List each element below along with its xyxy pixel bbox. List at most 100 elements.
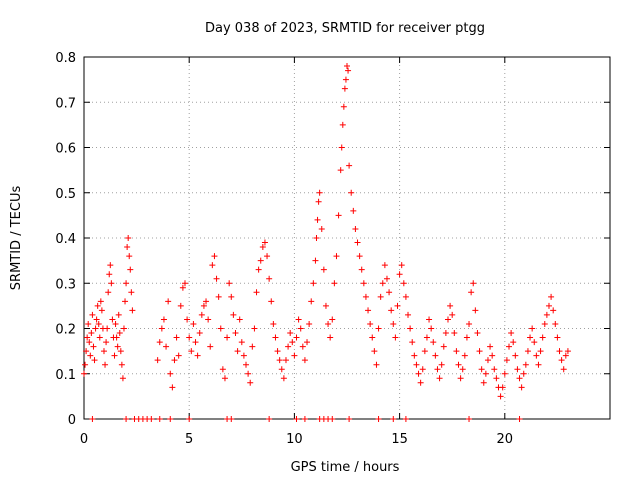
data-point	[463, 334, 470, 341]
data-point	[459, 366, 466, 373]
data-point	[548, 293, 555, 300]
data-point	[316, 189, 323, 196]
data-point	[293, 334, 300, 341]
y-tick-label: 0.6	[55, 142, 76, 157]
data-point	[89, 311, 96, 318]
data-point	[221, 375, 228, 382]
data-points	[81, 63, 571, 422]
data-point	[87, 352, 94, 359]
data-point	[276, 357, 283, 364]
data-point	[268, 298, 275, 305]
data-point	[533, 352, 540, 359]
data-point	[82, 361, 89, 368]
data-point	[327, 334, 334, 341]
data-point	[516, 375, 523, 382]
data-point	[398, 262, 405, 269]
data-point	[480, 379, 487, 386]
data-point	[105, 289, 112, 296]
data-point	[278, 366, 285, 373]
data-point	[340, 103, 347, 110]
data-point	[358, 266, 365, 273]
data-point	[407, 325, 414, 332]
data-point	[289, 339, 296, 346]
data-point	[506, 343, 513, 350]
data-point	[123, 416, 130, 422]
data-point	[306, 320, 313, 327]
data-point	[171, 357, 178, 364]
data-point	[194, 352, 201, 359]
data-point	[116, 330, 123, 337]
data-point	[84, 334, 91, 341]
data-point	[115, 311, 122, 318]
data-point	[377, 293, 384, 300]
data-point	[186, 334, 193, 341]
data-point	[282, 357, 289, 364]
data-point	[270, 320, 277, 327]
data-point	[402, 416, 409, 422]
data-point	[352, 225, 359, 232]
data-point	[295, 316, 302, 323]
data-point	[461, 352, 468, 359]
data-point	[453, 348, 460, 355]
data-point	[466, 320, 473, 327]
data-point	[383, 275, 390, 282]
data-point	[339, 121, 346, 128]
data-point	[554, 334, 561, 341]
y-tick-label: 0.1	[55, 368, 76, 383]
data-point	[455, 361, 462, 368]
data-point	[92, 325, 99, 332]
data-point	[118, 361, 125, 368]
data-point	[381, 262, 388, 269]
data-point	[325, 320, 332, 327]
data-point	[337, 167, 344, 174]
data-point	[90, 343, 97, 350]
data-point	[320, 266, 327, 273]
data-point	[112, 320, 119, 327]
y-tick-label: 0.5	[55, 187, 76, 202]
data-point	[411, 352, 418, 359]
data-point	[266, 416, 273, 422]
data-point	[179, 284, 186, 291]
data-point	[516, 416, 523, 422]
data-point	[520, 370, 527, 377]
data-point	[489, 352, 496, 359]
data-point	[85, 320, 92, 327]
data-point	[510, 339, 517, 346]
axis-ticks	[83, 56, 610, 420]
data-point	[522, 361, 529, 368]
data-point	[386, 289, 393, 296]
data-point	[508, 330, 515, 337]
data-point	[120, 325, 127, 332]
data-point	[356, 253, 363, 260]
data-point	[472, 307, 479, 314]
data-point	[245, 370, 252, 377]
data-point	[94, 302, 101, 309]
data-point	[375, 416, 382, 422]
data-point	[430, 339, 437, 346]
data-point	[177, 302, 184, 309]
data-point	[299, 343, 306, 350]
data-point	[111, 352, 118, 359]
y-tick-label: 0.7	[55, 96, 76, 111]
data-point	[373, 361, 380, 368]
data-point	[190, 320, 197, 327]
data-point	[230, 311, 237, 318]
data-point	[175, 352, 182, 359]
data-point	[396, 271, 403, 278]
data-point	[272, 334, 279, 341]
data-point	[518, 384, 525, 391]
data-point	[173, 334, 180, 341]
data-point	[126, 253, 133, 260]
y-tick-label: 0	[68, 413, 76, 428]
data-point	[301, 416, 308, 422]
data-point	[119, 375, 126, 382]
data-point	[205, 316, 212, 323]
plot-frame	[83, 56, 611, 420]
data-point	[251, 325, 258, 332]
data-point	[470, 280, 477, 287]
data-point	[97, 298, 104, 305]
data-point	[102, 361, 109, 368]
data-point	[113, 334, 120, 341]
data-point	[564, 348, 571, 355]
data-point	[550, 307, 557, 314]
